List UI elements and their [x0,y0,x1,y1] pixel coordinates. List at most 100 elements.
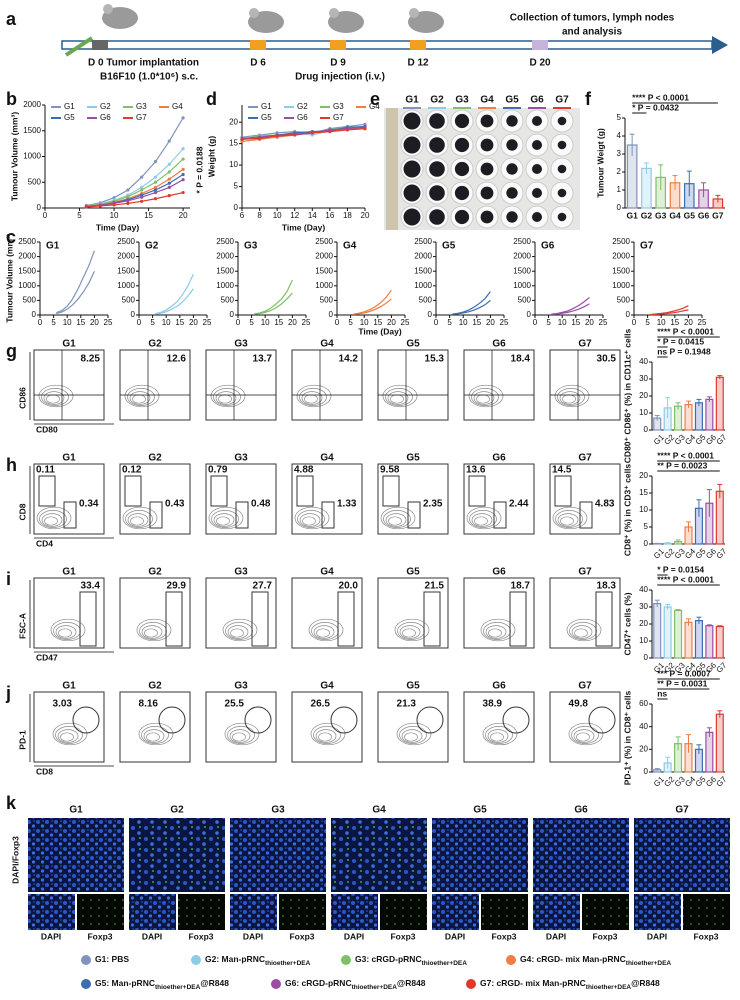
legend-text: G2: Man-pRNC [205,954,265,964]
gate-value: 2.44 [509,499,529,510]
x-tick-label: 8 [257,211,262,220]
contour [574,628,588,638]
day-label: D 6 [250,58,266,69]
y-tick-label: 1500 [216,266,234,275]
gate [321,501,335,529]
annotation: **** P < 0.0001 [657,326,714,336]
flow-plot [377,349,449,421]
y-tick-label: 2500 [117,237,135,246]
x-tick-label: 10 [110,211,119,220]
y-tick-label: 1500 [612,266,630,275]
contour [297,510,325,528]
micrograph-dapi [533,894,580,930]
tumour [429,137,445,153]
contour [41,388,69,406]
flow-plot [291,349,363,421]
y-tick-label: 500 [28,177,42,186]
gate-value: 33.4 [81,581,101,592]
contour [566,618,602,642]
series-line [254,292,293,315]
gate [158,706,186,734]
micrograph-foxp3 [683,894,730,930]
y-tick-label: 1500 [18,266,36,275]
micrograph [331,818,427,892]
contour [401,729,423,743]
gate [595,591,613,647]
x-tick-label: G7 [712,210,724,220]
y-tick-label: 2000 [513,252,531,261]
contour [227,625,249,639]
gate-value: 25.5 [225,699,245,710]
x-tick-label: 6 [240,211,245,220]
micrograph-foxp3 [77,894,124,930]
series-line [86,179,184,208]
group-label: G2 [148,339,162,350]
contour [141,726,169,744]
point [167,139,171,143]
x-tick-label: 15 [175,318,184,327]
flow-x-label: CD8 [36,766,53,776]
contour [480,618,516,642]
sub-label: DAPI [142,931,162,941]
x-tick-label: G7 [715,774,729,788]
bar [641,167,652,209]
contour [136,618,172,642]
legend-text: G7: cRGD- mix Man-pRNC [480,978,586,988]
contour [44,516,58,526]
point [167,194,171,198]
legend-dot [466,979,476,989]
point [140,175,144,179]
gate [63,501,77,529]
legend-label: G3 [333,102,344,111]
gate [251,591,269,647]
y-axis-label: CD80⁺ CD86⁺ (%) in CD11c⁺ cells [622,329,632,464]
gate-value: 8.16 [139,699,159,710]
group-label: G6 [574,805,588,816]
x-tick-label: 20 [90,318,99,327]
x-tick-label: 0 [38,318,43,327]
legend-text: G5: Man-pRNC [95,978,155,988]
bar [705,398,714,431]
flow-y-label: CD8 [17,503,27,520]
point [153,175,158,179]
point [310,131,314,135]
contour [471,513,493,527]
y-tick-label: 1500 [117,266,135,275]
legend-entry: G6: cRGD-pRNCthioether+DEA@R848 [285,978,426,990]
y-tick-label: 500 [221,296,235,305]
y-tick-label: 1000 [18,281,36,290]
group-label: G5 [406,453,420,464]
x-tick-label: 10 [558,318,567,327]
point [363,127,367,131]
contour [490,732,504,742]
y-tick-label: 20 [639,744,648,753]
tumour [532,140,542,150]
x-tick-label: 20 [179,211,188,220]
group-label: G1 [62,681,76,692]
tumour [454,113,470,129]
y-tick-label: 10 [229,160,238,169]
tumour [557,164,567,174]
mouse-ear [329,8,339,18]
point [181,190,185,195]
group-label: G4 [480,95,494,106]
micrograph-dapi [432,894,479,930]
x-tick-label: 5 [447,318,452,327]
group-label: G6 [492,339,506,350]
tumour [403,160,421,178]
group-label: G3 [234,339,248,350]
point [153,180,158,184]
bar [715,625,724,659]
cells-label: B16F10 (1.0*10⁶) s.c. [100,72,198,83]
legend-suffix: @R848 [397,978,426,988]
x-tick-label: 5 [348,318,353,327]
panel-title: G4 [343,241,357,252]
x-axis-label: Time (Day) [358,326,401,336]
contour [55,726,83,744]
y-tick-label: 20 [229,117,238,126]
contour [388,516,402,526]
bar [694,619,703,659]
y-tick-label: 60 [639,699,648,708]
tumour [480,162,494,176]
